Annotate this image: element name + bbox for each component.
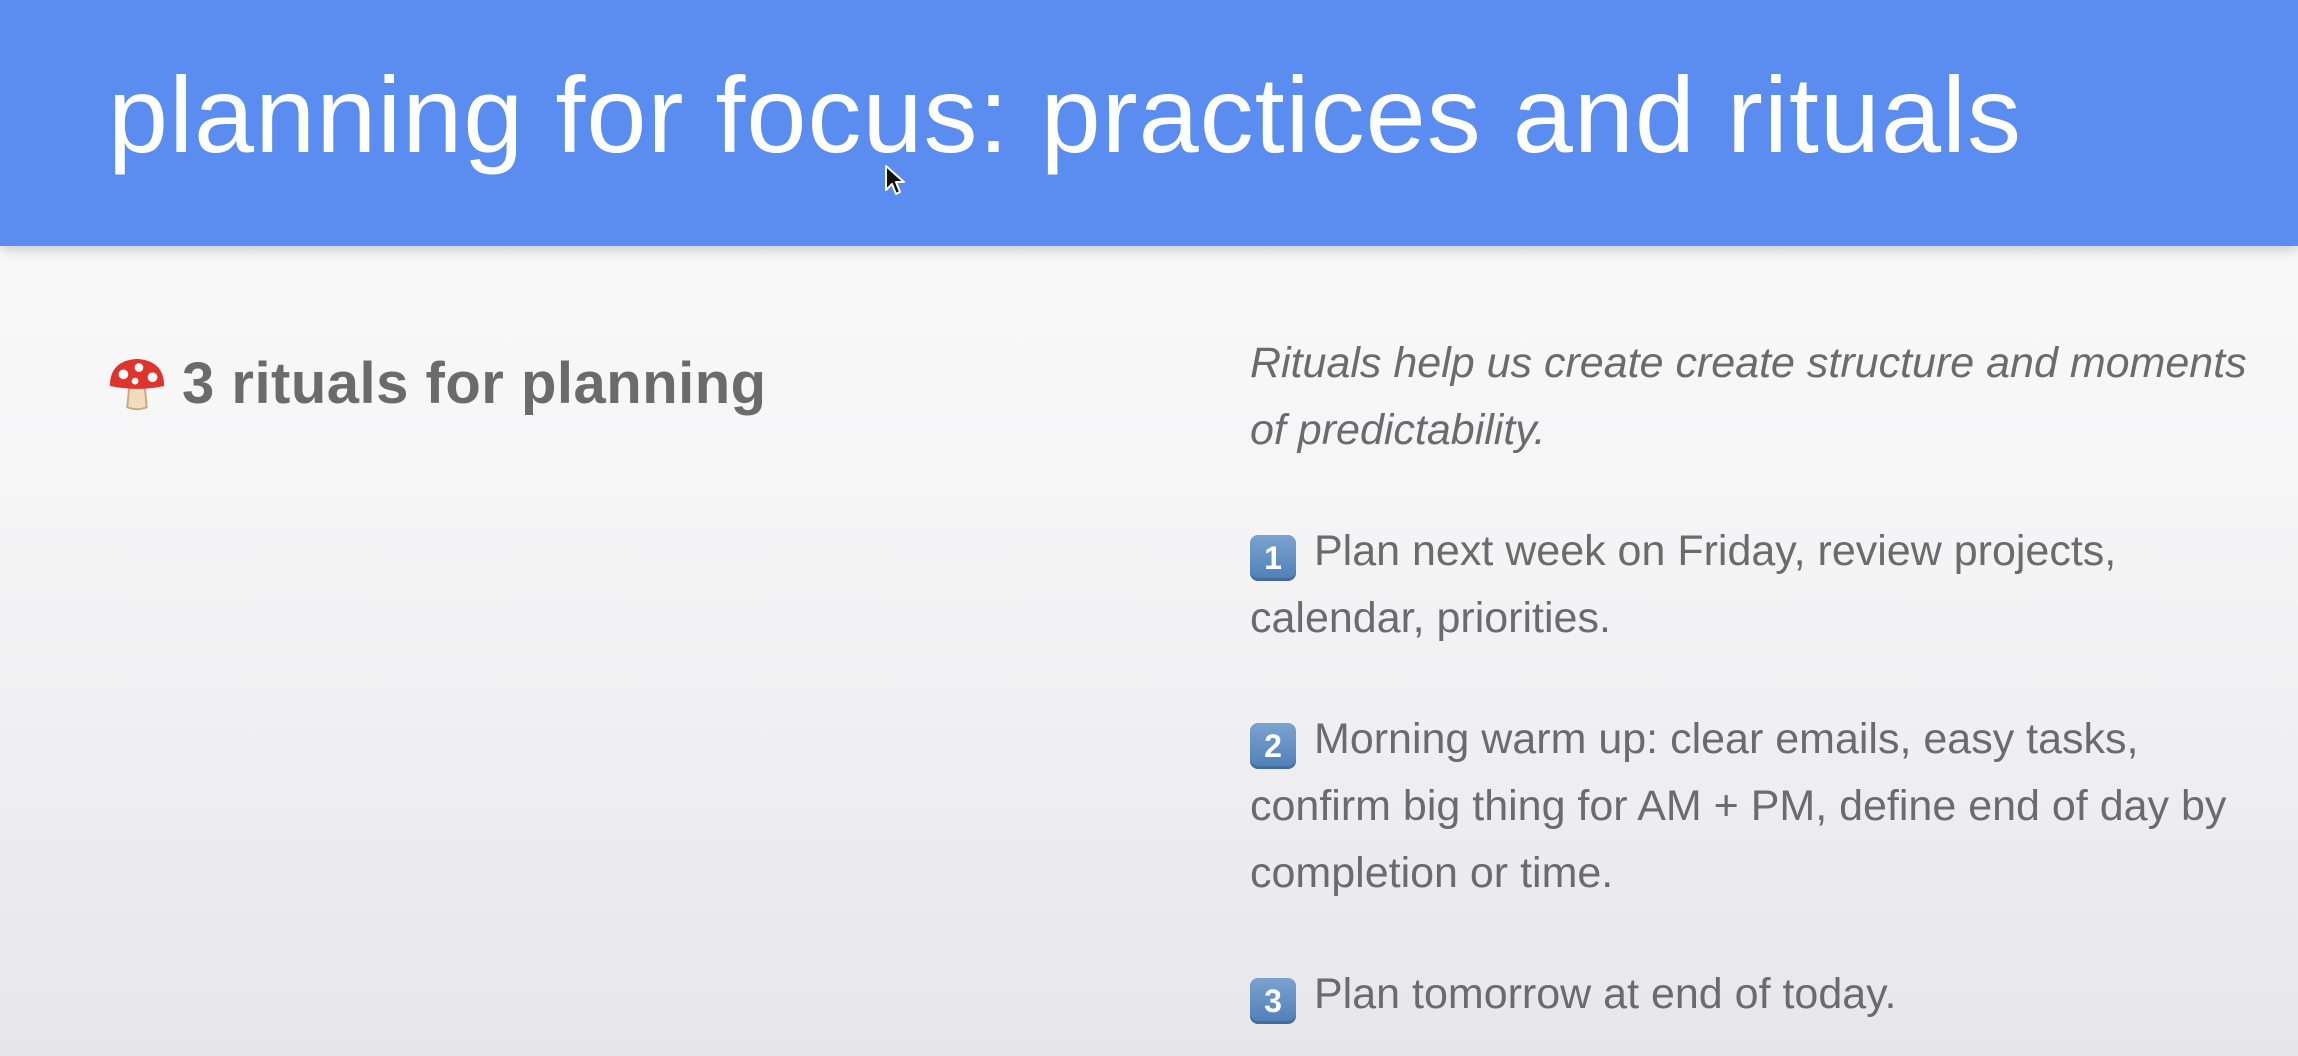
ritual-text: Plan next week on Friday, review project… bbox=[1250, 527, 2117, 642]
ritual-item-2: 2 Morning warm up: clear emails, easy tas… bbox=[1250, 706, 2290, 907]
section-heading: 3 rituals for planning bbox=[106, 350, 767, 417]
slide-title: planning for focus: practices and ritual… bbox=[108, 54, 2023, 175]
ritual-item-3: 3 Plan tomorrow at end of today. bbox=[1250, 961, 2290, 1028]
mouse-pointer-icon bbox=[885, 165, 905, 195]
rituals-intro: Rituals help us create create structure … bbox=[1250, 339, 2247, 454]
slide-header: planning for focus: practices and ritual… bbox=[0, 0, 2298, 246]
section-heading-text: 3 rituals for planning bbox=[182, 351, 767, 416]
mushroom-icon bbox=[109, 358, 165, 410]
keycap-number-3-icon: 3 bbox=[1250, 978, 1296, 1024]
rituals-column: Rituals help us create create structure … bbox=[1250, 330, 2290, 1028]
ritual-item-1: 1 Plan next week on Friday, review projec… bbox=[1250, 518, 2290, 652]
ritual-text: Morning warm up: clear emails, easy task… bbox=[1250, 715, 2227, 897]
keycap-number-2-icon: 2 bbox=[1250, 723, 1296, 769]
ritual-text: Plan tomorrow at end of today. bbox=[1314, 970, 1897, 1018]
keycap-number-1-icon: 1 bbox=[1250, 535, 1296, 581]
